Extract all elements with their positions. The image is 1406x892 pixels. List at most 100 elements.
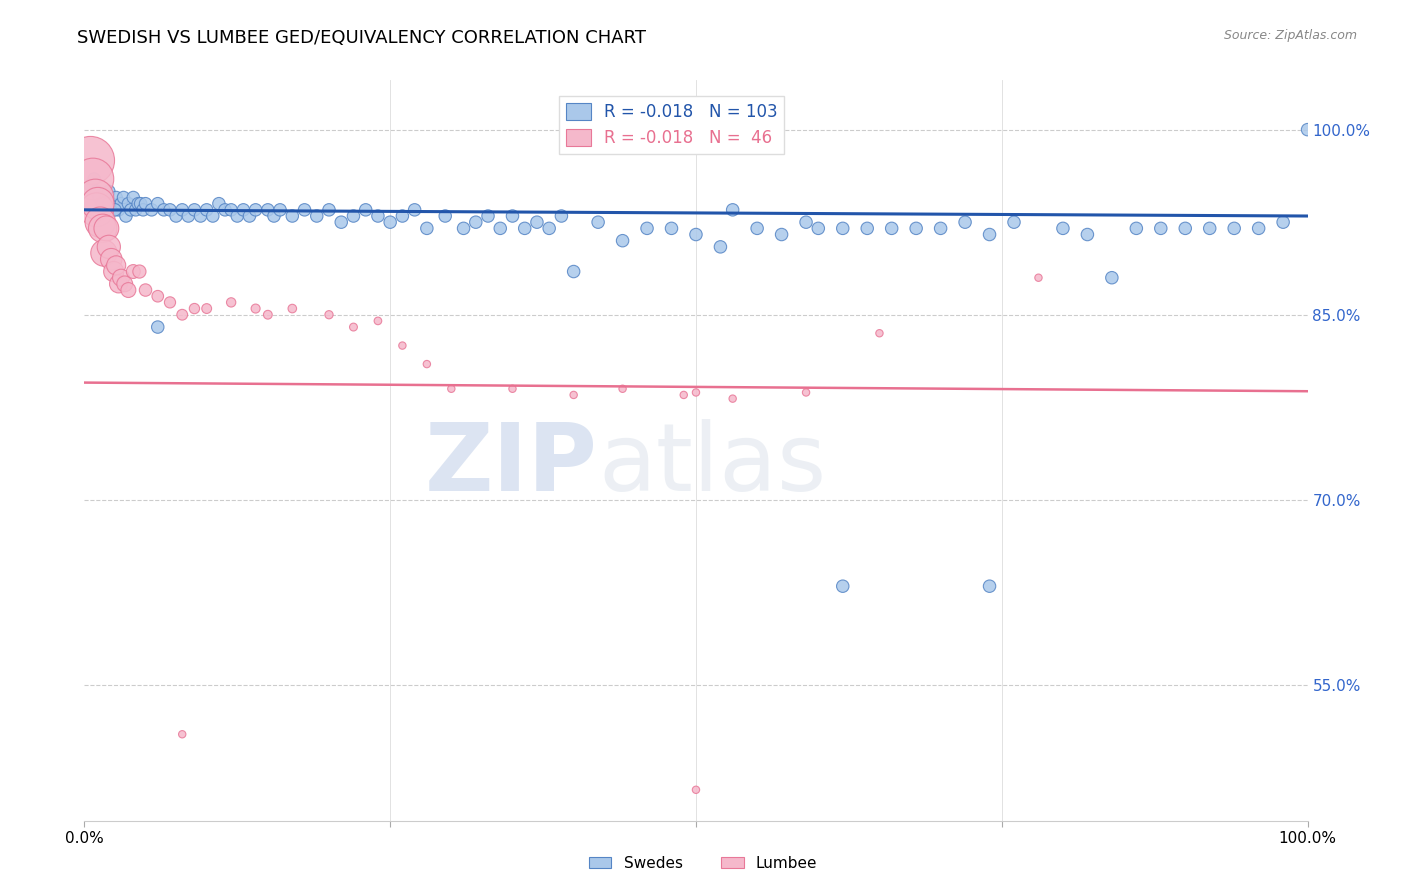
Point (318, 202, 340, 217)
Point (232, 202, 254, 217)
Legend: R = -0.018   N = 103, R = -0.018   N =  46: R = -0.018 N = 103, R = -0.018 N = 46 (558, 96, 785, 154)
Point (91, 221, 114, 235)
Text: atlas: atlas (598, 419, 827, 511)
Point (103, 202, 125, 217)
Point (880, 221, 903, 235)
Point (721, 202, 744, 217)
Point (245, 301, 267, 316)
Point (831, 579, 853, 593)
Point (141, 202, 163, 217)
Point (1223, 221, 1246, 235)
Point (416, 221, 439, 235)
Point (257, 202, 280, 217)
Point (263, 209, 285, 223)
Point (1101, 270, 1123, 285)
Point (100, 252, 122, 267)
Point (238, 209, 260, 223)
Point (502, 382, 524, 396)
Point (342, 320, 364, 334)
Point (1174, 221, 1197, 235)
Point (562, 388, 585, 402)
Point (612, 382, 634, 396)
Point (120, 202, 142, 217)
Point (709, 240, 731, 254)
Point (86, 202, 108, 217)
Point (172, 727, 194, 741)
Point (135, 196, 157, 211)
Point (526, 215, 548, 229)
Point (226, 209, 249, 223)
Point (281, 209, 304, 223)
Point (464, 215, 486, 229)
Point (104, 202, 127, 217)
Point (831, 221, 853, 235)
Point (219, 202, 242, 217)
Point (110, 270, 132, 285)
Point (96, 221, 118, 235)
Point (214, 202, 236, 217)
Point (117, 283, 139, 297)
Point (79, 153, 101, 168)
Point (1198, 221, 1220, 235)
Point (856, 221, 879, 235)
Point (979, 227, 1001, 242)
Point (132, 202, 155, 217)
Point (82, 172, 104, 186)
Point (93, 202, 115, 217)
Point (380, 215, 402, 229)
Point (538, 221, 561, 235)
Legend: Swedes, Lumbee: Swedes, Lumbee (582, 850, 824, 877)
Point (105, 190, 128, 204)
Point (100, 196, 122, 211)
Point (562, 264, 585, 278)
Point (1052, 221, 1074, 235)
Point (165, 209, 187, 223)
Point (807, 221, 830, 235)
Point (195, 202, 218, 217)
Point (114, 277, 136, 291)
Point (87, 190, 110, 204)
Point (129, 196, 152, 211)
Point (404, 202, 426, 217)
Point (294, 202, 316, 217)
Point (122, 264, 145, 278)
Point (391, 209, 413, 223)
Point (153, 202, 176, 217)
Point (305, 209, 328, 223)
Point (177, 209, 200, 223)
Point (354, 202, 377, 217)
Point (208, 196, 231, 211)
Point (1247, 221, 1270, 235)
Point (685, 227, 707, 242)
Point (107, 202, 129, 217)
Point (83, 172, 105, 186)
Point (172, 202, 194, 217)
Text: Source: ZipAtlas.com: Source: ZipAtlas.com (1223, 29, 1357, 42)
Point (636, 221, 658, 235)
Point (1125, 221, 1147, 235)
Point (125, 202, 148, 217)
Point (1002, 215, 1025, 229)
Point (513, 221, 536, 235)
Point (318, 308, 340, 322)
Point (477, 209, 499, 223)
Point (110, 196, 132, 211)
Point (281, 301, 304, 316)
Point (159, 202, 181, 217)
Point (105, 259, 128, 273)
Point (330, 215, 353, 229)
Point (1150, 221, 1173, 235)
Point (672, 388, 695, 402)
Point (612, 234, 634, 248)
Point (685, 385, 707, 400)
Point (146, 320, 169, 334)
Point (115, 209, 138, 223)
Point (794, 385, 817, 400)
Point (1076, 227, 1098, 242)
Point (416, 357, 439, 371)
Point (905, 221, 928, 235)
Point (342, 209, 364, 223)
Point (979, 579, 1001, 593)
Text: SWEDISH VS LUMBEE GED/EQUIVALENCY CORRELATION CHART: SWEDISH VS LUMBEE GED/EQUIVALENCY CORREL… (77, 29, 647, 46)
Point (391, 338, 413, 352)
